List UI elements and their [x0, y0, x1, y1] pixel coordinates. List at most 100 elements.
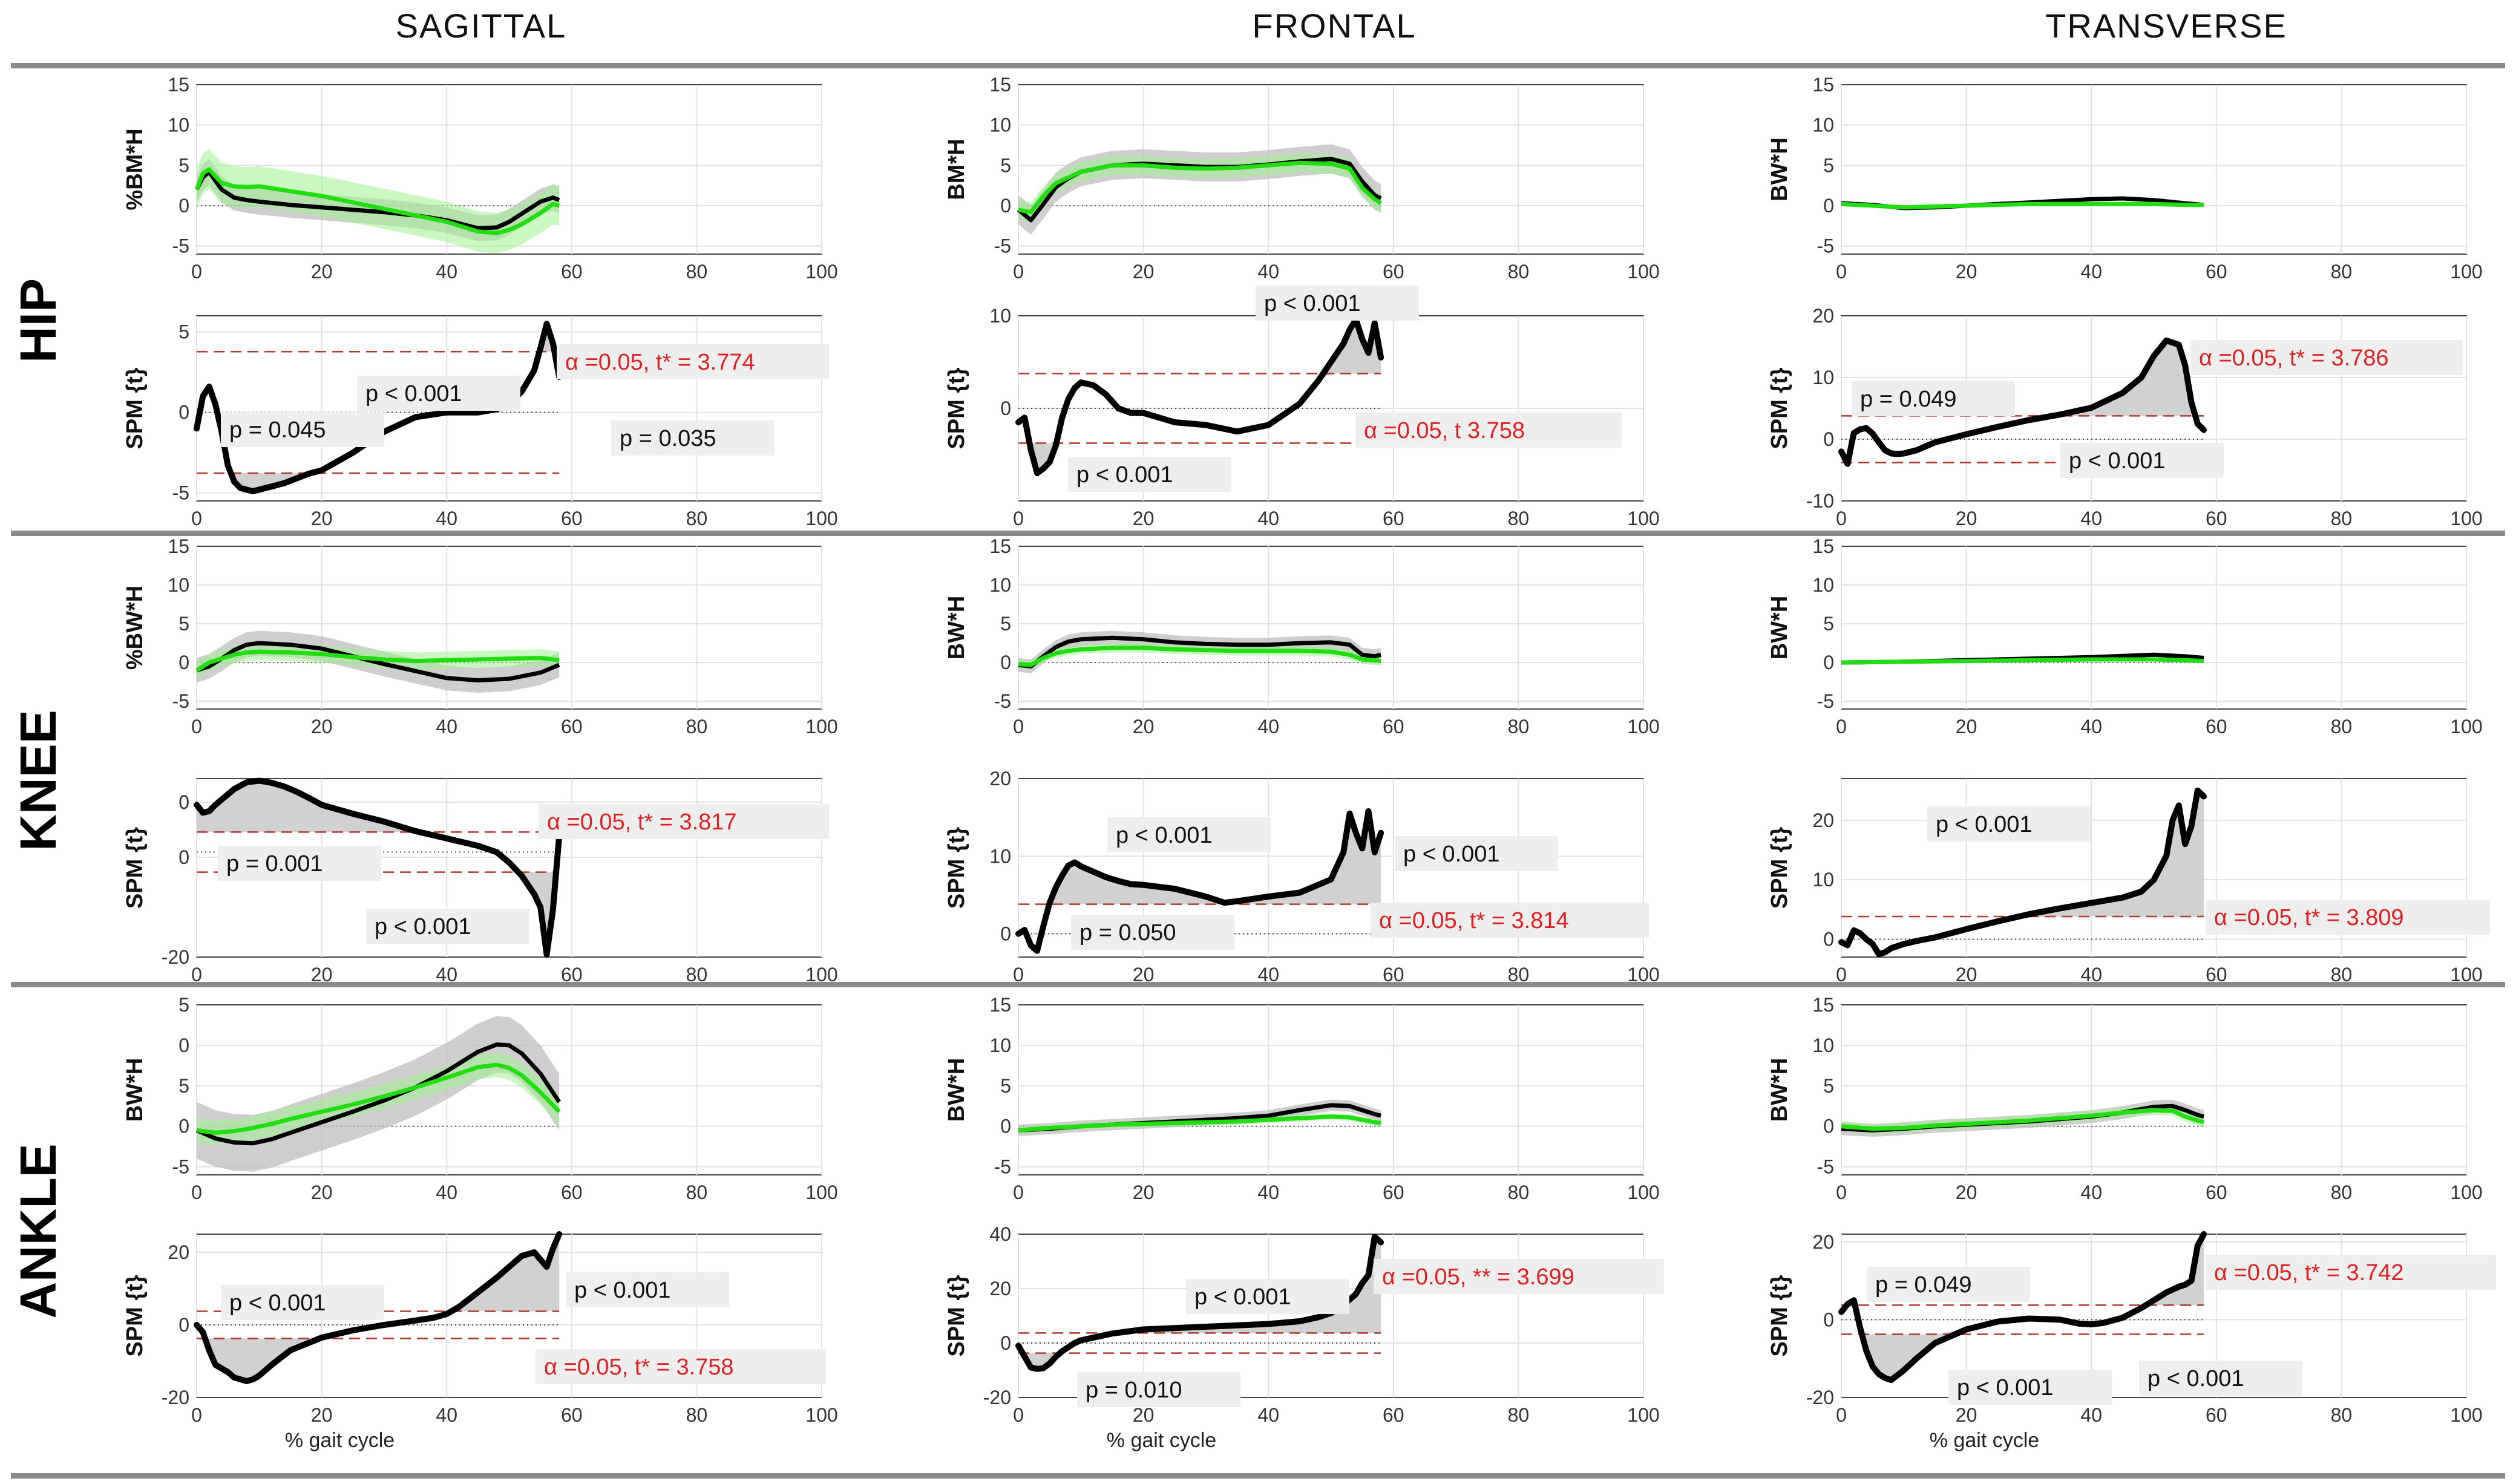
x-tick-label: 40 [436, 1404, 457, 1426]
x-tick-label: 0 [1836, 1404, 1847, 1426]
pvalue-box [1948, 1370, 2112, 1405]
y-axis-label: SPM {t} [944, 1275, 969, 1356]
y-axis-label: BM*H [944, 139, 969, 200]
x-tick-label: 60 [2206, 261, 2227, 283]
x-tick-label: 0 [1836, 508, 1847, 529]
x-tick-label: 60 [2206, 508, 2227, 529]
y-axis-label: SPM {t} [1767, 1275, 1792, 1356]
y-tick-label: 5 [1000, 613, 1011, 635]
y-tick-label: -10 [1806, 490, 1834, 512]
x-tick-label: 100 [805, 1182, 837, 1203]
column-header-transverse: TRANSVERSE [2045, 7, 2287, 45]
spm-curve [1015, 1234, 1384, 1372]
x-tick-label: 0 [1836, 261, 1847, 283]
x-tick-label: 40 [1257, 964, 1279, 986]
x-tick-label: 80 [1508, 964, 1530, 986]
suprathreshold-cluster [1841, 340, 2204, 464]
band-group-b [1018, 153, 1381, 222]
x-tick-label: 20 [1133, 508, 1155, 529]
y-axis-label: SPM {t} [1767, 827, 1792, 909]
x-tick-label: 20 [1956, 261, 1977, 283]
x-tick-label: 40 [1257, 1182, 1279, 1203]
stats-box [539, 804, 829, 839]
x-tick-label: 60 [2206, 1404, 2227, 1426]
pvalue-box [1395, 836, 1558, 871]
row-divider [11, 531, 2505, 536]
x-tick-label: 20 [311, 508, 333, 529]
x-tick-label: 100 [1627, 1182, 1659, 1203]
pvalue-label: p < 0.001 [1403, 842, 1500, 867]
stats-box [1374, 1259, 1664, 1294]
x-tick-label: 60 [1383, 508, 1404, 529]
y-tick-label: 0 [1823, 929, 1834, 950]
x-tick-label: 100 [2450, 1404, 2482, 1426]
panel-knee-transverse-spm: 0 20 40 60 80 100 0 10 20 SPM {t} α =0.05, t* = 3.… [1767, 778, 2490, 986]
pvalue-box [566, 1272, 729, 1307]
y-tick-label: -20 [1806, 1387, 1834, 1408]
y-tick-label: -5 [172, 482, 189, 504]
x-tick-label: 0 [1013, 964, 1024, 986]
y-tick-label: -5 [994, 1156, 1011, 1178]
pvalue-label: p < 0.001 [365, 381, 462, 407]
y-tick-label: 10 [989, 574, 1011, 596]
y-tick-label: 20 [168, 1241, 189, 1263]
x-tick-label: 80 [686, 508, 708, 529]
y-axis-label: SPM {t} [122, 827, 148, 909]
line-group-a [195, 1042, 562, 1146]
x-tick-label: 100 [2450, 508, 2482, 529]
suprathreshold-cluster [1841, 790, 2204, 955]
x-tick-label: 0 [191, 261, 202, 283]
y-axis-label: %BW*H [122, 586, 148, 670]
line-group-a [195, 641, 560, 683]
row-divider [11, 982, 2505, 987]
y-tick-label: 10 [989, 305, 1011, 327]
x-tick-label: 60 [1383, 964, 1404, 986]
x-tick-label: 0 [191, 716, 202, 737]
x-tick-label: 80 [1508, 508, 1530, 529]
line-group-b [1018, 646, 1381, 667]
x-tick-label: 0 [1013, 508, 1024, 529]
y-tick-label: -5 [172, 235, 189, 257]
row-label-ankle: ANKLE [10, 1143, 67, 1318]
x-tick-label: 60 [561, 508, 583, 529]
y-tick-label: 0 [179, 791, 189, 813]
x-tick-label: 80 [686, 261, 708, 283]
spm-curve [1838, 1231, 2207, 1384]
x-tick-label: 100 [805, 508, 837, 529]
x-tick-label: 80 [2331, 1404, 2353, 1426]
x-tick-label: 20 [1956, 1404, 1977, 1426]
pvalue-label: p < 0.001 [574, 1278, 671, 1303]
y-axis-label: BW*H [1767, 596, 1792, 660]
y-tick-label: 0 [1000, 652, 1011, 673]
x-tick-label: 0 [1013, 261, 1024, 283]
x-tick-label: 100 [1627, 508, 1659, 529]
y-tick-label: 5 [1823, 613, 1834, 635]
x-tick-label: 40 [2080, 508, 2102, 529]
x-tick-label: 100 [2450, 964, 2482, 986]
y-tick-label: 10 [1812, 574, 1834, 596]
x-tick-label: 100 [805, 716, 837, 737]
x-tick-label: 40 [1257, 716, 1279, 737]
line-group-b [1841, 1108, 2204, 1131]
y-tick-label: 10 [1812, 367, 1834, 388]
y-tick-label: -5 [1817, 1156, 1834, 1178]
spm-curve [194, 777, 563, 958]
y-axis-label: BW*H [944, 1058, 969, 1122]
row-divider [11, 1473, 2505, 1479]
pvalue-box [1867, 1267, 2030, 1302]
stats-box [1371, 903, 1649, 938]
y-axis-label: BW*H [1767, 137, 1792, 201]
x-tick-label: 60 [561, 1182, 583, 1203]
pvalue-label: p < 0.001 [2147, 1366, 2244, 1391]
suprathreshold-cluster [197, 1234, 560, 1381]
y-tick-label: 5 [179, 613, 189, 635]
stats-label: α =0.05, t* = 3.774 [565, 350, 755, 375]
y-tick-label: 5 [179, 154, 189, 176]
y-tick-label: 15 [1812, 535, 1834, 557]
x-tick-label: 20 [311, 1404, 333, 1426]
y-tick-label: 0 [179, 652, 189, 673]
x-tick-label: 100 [1627, 261, 1659, 283]
